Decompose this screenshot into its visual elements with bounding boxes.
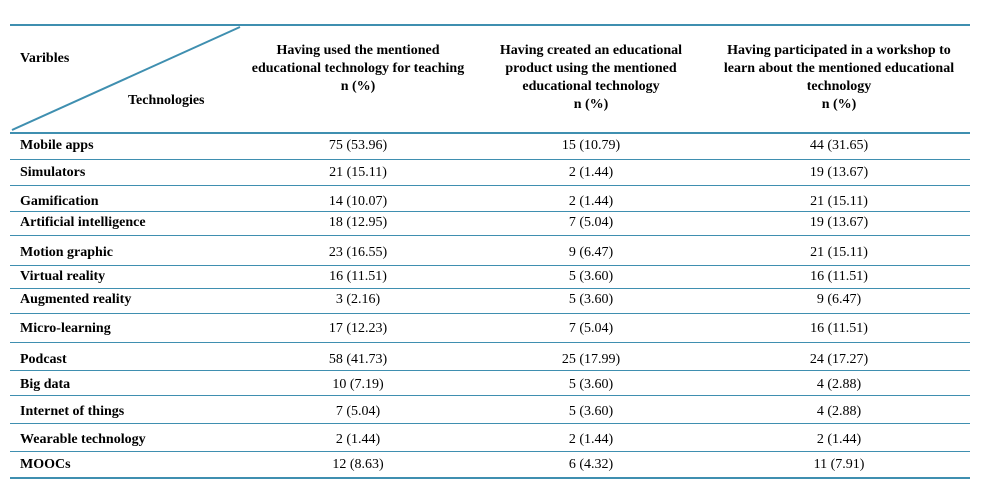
cell-workshop: 21 (15.11) [810,194,868,209]
technology-usage-table: Varibles Technologies Having used the me… [10,24,970,479]
cell-used: 2 (1.44) [335,432,381,447]
cell-created: 2 (1.44) [568,165,614,180]
cell-created: 7 (5.04) [568,321,614,336]
row-label: Micro-learning [20,321,111,336]
cell-used: 7 (5.04) [335,404,381,419]
cell-workshop: 21 (15.11) [810,245,868,260]
header-technologies: Technologies [128,93,205,108]
row-label: Big data [20,377,71,392]
table-row: Podcast 58 (41.73) 25 (17.99) 24 (17.27) [10,343,970,371]
cell-used: 14 (10.07) [328,194,388,209]
cell-workshop: 9 (6.47) [816,292,862,307]
column-header-used-unit: n (%) [340,79,376,94]
table-row: Artificial intelligence 18 (12.95) 7 (5.04… [10,212,970,236]
row-label: Gamification [20,194,99,209]
diagonal-header-cell: Varibles Technologies [10,26,242,132]
cell-workshop: 4 (2.88) [816,377,862,392]
header-rule [10,132,970,134]
cell-workshop: 19 (13.67) [809,215,869,230]
cell-used: 58 (41.73) [328,352,388,367]
row-label: Internet of things [20,404,125,419]
table-row: Motion graphic 23 (16.55) 9 (6.47) 21 (15.1… [10,236,970,266]
cell-created: 7 (5.04) [568,215,614,230]
table-header: Varibles Technologies Having used the me… [10,26,970,132]
table-row: Big data 10 (7.19) 5 (3.60) 4 (2.88) [10,371,970,396]
row-label: Artificial intelligence [20,215,146,230]
cell-workshop: 2 (1.44) [816,432,862,447]
cell-used: 23 (16.55) [328,245,388,260]
table-body: Mobile apps 75 (53.96) 15 (10.79) 44 (31.65… [10,134,970,479]
table-row: Internet of things 7 (5.04) 5 (3.60) 4 (2.8… [10,396,970,424]
row-label: Simulators [20,165,86,180]
column-header-created-unit: n (%) [573,97,609,112]
cell-created: 6 (4.32) [568,457,614,472]
cell-created: 5 (3.60) [568,269,614,284]
cell-created: 9 (6.47) [568,245,614,260]
cell-workshop: 44 (31.65) [809,138,869,153]
row-label: Podcast [20,352,67,367]
cell-workshop: 24 (17.27) [809,352,869,367]
table-row: Mobile apps 75 (53.96) 15 (10.79) 44 (31.65… [10,134,970,160]
diagonal-divider [11,26,241,131]
top-rule [10,24,970,26]
cell-used: 3 (2.16) [335,292,381,307]
row-label: MOOCs [20,457,71,472]
table-row: Micro-learning 17 (12.23) 7 (5.04) 16 (11.5… [10,314,970,343]
cell-used: 75 (53.96) [328,138,388,153]
cell-workshop: 4 (2.88) [816,404,862,419]
column-header-workshop: Having participated in a workshop to lea… [714,42,964,114]
column-header-workshop-text: Having participated in a workshop to lea… [723,43,955,94]
table-row: Simulators 21 (15.11) 2 (1.44) 19 (13.67) [10,160,970,186]
cell-workshop: 11 (7.91) [813,457,865,472]
header-varibles: Varibles [20,51,70,66]
column-header-created-text: Having created an educational product us… [499,43,683,94]
row-label: Mobile apps [20,138,94,153]
cell-workshop: 16 (11.51) [810,269,868,284]
table-row: Augmented reality 3 (2.16) 5 (3.60) 9 (6.47… [10,289,970,314]
cell-created: 5 (3.60) [568,404,614,419]
column-header-used: Having used the mentioned educational te… [248,42,468,96]
cell-created: 5 (3.60) [568,377,614,392]
cell-used: 10 (7.19) [332,377,384,392]
cell-created: 15 (10.79) [561,138,621,153]
table-row: Gamification 14 (10.07) 2 (1.44) 21 (15.11) [10,186,970,212]
cell-used: 16 (11.51) [329,269,387,284]
column-header-created: Having created an educational product us… [476,42,706,114]
row-label: Wearable technology [20,432,146,447]
cell-used: 18 (12.95) [328,215,388,230]
row-label: Motion graphic [20,245,113,260]
table-row: MOOCs 12 (8.63) 6 (4.32) 11 (7.91) [10,452,970,479]
cell-created: 25 (17.99) [561,352,621,367]
cell-used: 17 (12.23) [328,321,388,336]
row-label: Augmented reality [20,292,132,307]
cell-created: 2 (1.44) [568,432,614,447]
column-header-used-text: Having used the mentioned educational te… [251,43,465,76]
cell-workshop: 19 (13.67) [809,165,869,180]
cell-workshop: 16 (11.51) [810,321,868,336]
cell-created: 2 (1.44) [568,194,614,209]
row-label: Virtual reality [20,269,106,284]
table-row: Virtual reality 16 (11.51) 5 (3.60) 16 (11.… [10,266,970,289]
column-header-workshop-unit: n (%) [821,97,857,112]
cell-used: 12 (8.63) [332,457,384,472]
table-row: Wearable technology 2 (1.44) 2 (1.44) 2 (1.… [10,424,970,452]
cell-created: 5 (3.60) [568,292,614,307]
cell-used: 21 (15.11) [329,165,387,180]
